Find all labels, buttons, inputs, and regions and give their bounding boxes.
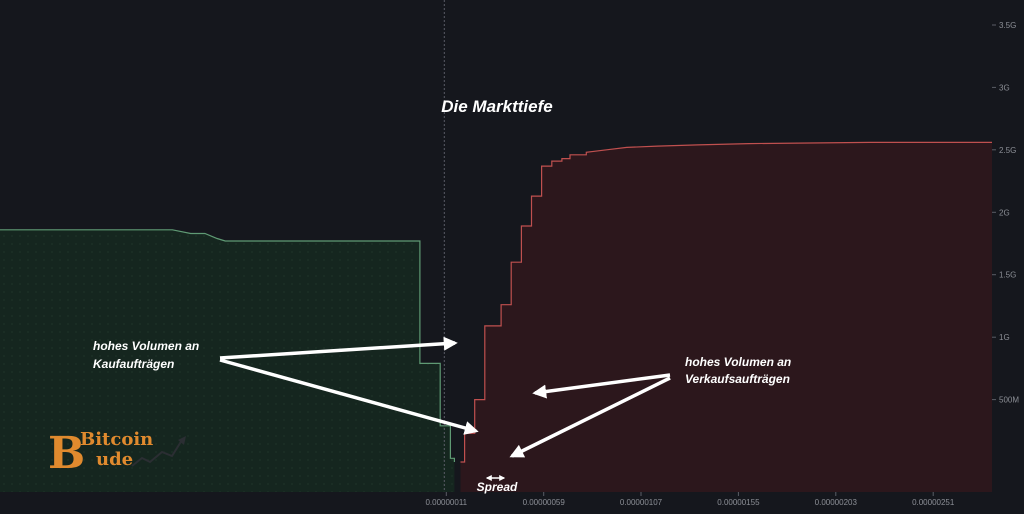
sell-annotation-line2: Verkaufsaufträgen [685, 372, 790, 386]
buy-annotation-line1: hohes Volumen an [93, 339, 199, 353]
y-tick-label: 2.5G [999, 146, 1016, 155]
y-tick-label: 500M [999, 396, 1019, 405]
buy-arrow-upper [219, 336, 458, 360]
x-axis: 0.00000011 0.00000059 0.00000107 0.00000155… [425, 492, 955, 507]
x-tick-label: 0.00000059 [523, 498, 566, 507]
y-axis: 500M 1G 1.5G 2G 2.5G 3G 3.5G [992, 21, 1019, 405]
logo-line2: ude [96, 449, 133, 470]
buy-annotation-line2: Kaufaufträgen [93, 357, 174, 371]
x-tick-label: 0.00000011 [425, 498, 467, 507]
buy-arrow-lower [219, 358, 479, 435]
y-tick-label: 3G [999, 83, 1010, 92]
bid-depth-line [0, 229, 455, 462]
bitcoin-bude-logo: B Bitcoin ude [48, 428, 186, 479]
logo-trend-arrow-icon [178, 436, 186, 445]
x-tick-label: 0.00000107 [620, 498, 663, 507]
y-tick-label: 1G [999, 333, 1010, 342]
sell-arrow-lower [509, 376, 671, 458]
sell-arrow-upper [532, 373, 671, 399]
chart-title: Die Markttiefe [441, 97, 552, 116]
ask-depth-line [460, 141, 992, 463]
x-tick-label: 0.00000155 [717, 498, 760, 507]
y-tick-label: 3.5G [999, 21, 1016, 30]
y-tick-label: 1.5G [999, 271, 1016, 280]
logo-line1: Bitcoin [80, 429, 153, 450]
x-tick-label: 0.00000203 [815, 498, 858, 507]
x-tick-label: 0.00000251 [912, 498, 955, 507]
sell-annotation-line1: hohes Volumen an [685, 355, 791, 369]
y-tick-label: 2G [999, 208, 1010, 217]
logo-bitcoin-b-icon: B [48, 428, 85, 479]
ask-depth-area [460, 142, 992, 492]
spread-label: Spread [477, 480, 518, 494]
logo-trend-icon [131, 439, 183, 467]
